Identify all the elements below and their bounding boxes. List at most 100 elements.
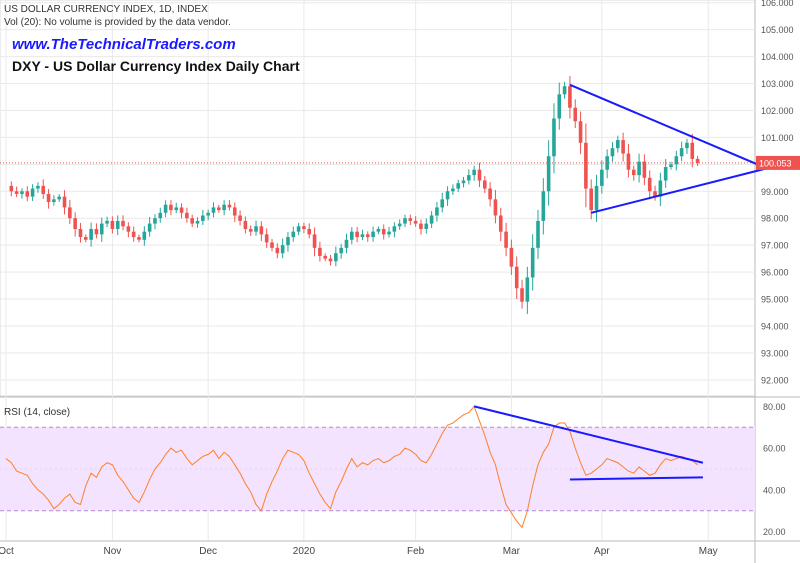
candle-body xyxy=(562,86,567,95)
candle-body xyxy=(435,207,439,216)
rsi-line-layer xyxy=(5,405,698,529)
candle-body xyxy=(217,207,221,211)
candle-body xyxy=(20,191,24,194)
candle-body xyxy=(238,215,242,221)
candle-body xyxy=(312,234,317,248)
price-tick-label: 93.000 xyxy=(761,348,789,358)
last-price-label: 100.053 xyxy=(759,158,792,168)
volume-note: Vol (20): No volume is provided by the d… xyxy=(4,17,231,28)
rsi-tick-label: 20.00 xyxy=(763,527,786,537)
candle-body xyxy=(525,277,530,302)
candle-body xyxy=(158,212,163,219)
candle-body xyxy=(642,161,647,178)
price-tick-label: 99.000 xyxy=(761,187,789,197)
candle-body xyxy=(647,177,652,192)
candle-body xyxy=(185,212,189,219)
candle-body xyxy=(323,255,327,259)
candle-body xyxy=(472,169,476,176)
candle-body xyxy=(387,231,391,235)
website-watermark: www.TheTechnicalTraders.com xyxy=(12,36,236,53)
candle-body xyxy=(541,191,546,221)
price-tick-label: 98.000 xyxy=(761,214,789,224)
candle-body xyxy=(334,253,338,262)
candle-body xyxy=(302,226,306,229)
candle-body xyxy=(658,180,663,197)
candle-body xyxy=(605,156,609,170)
candle-body xyxy=(206,212,210,216)
candle-body xyxy=(424,223,429,229)
candle-body xyxy=(163,204,168,213)
candle-body xyxy=(381,228,386,235)
candle-body xyxy=(419,223,423,229)
candle-body xyxy=(57,196,61,200)
price-tick-label: 104.000 xyxy=(761,52,794,62)
candle-body xyxy=(557,94,562,119)
candle-body xyxy=(264,234,269,243)
triangle-lower-trendline xyxy=(590,167,768,214)
candle-body xyxy=(280,245,285,254)
candle-body xyxy=(509,247,514,267)
candle-body xyxy=(73,218,77,229)
candle-body xyxy=(610,148,615,157)
candle-body xyxy=(222,204,226,211)
candle-body xyxy=(360,234,365,238)
candle-body xyxy=(36,185,40,189)
candle-body xyxy=(355,231,359,238)
candle-body xyxy=(115,220,120,229)
candle-body xyxy=(339,247,343,254)
candle-body xyxy=(179,207,184,213)
candle-body xyxy=(131,231,136,238)
candle-body xyxy=(174,207,179,211)
candle-body xyxy=(254,226,258,232)
candle-body xyxy=(169,204,173,211)
candle-body xyxy=(68,207,72,219)
candle-body xyxy=(520,288,524,302)
candle-body xyxy=(201,215,205,221)
price-tick-label: 97.000 xyxy=(761,241,789,251)
candle-body xyxy=(211,207,216,213)
candle-body xyxy=(626,153,631,170)
candle-body xyxy=(669,164,673,168)
candle-body xyxy=(110,220,115,229)
candle-body xyxy=(99,223,104,235)
last-price-badge xyxy=(756,155,800,170)
candle-body xyxy=(94,228,99,235)
time-tick-label: Oct xyxy=(0,546,14,557)
candle-body xyxy=(286,237,290,246)
chart-title: DXY - US Dollar Currency Index Daily Cha… xyxy=(12,58,300,74)
candle-body xyxy=(392,226,397,232)
candle-body xyxy=(488,188,492,200)
rsi-band-layer xyxy=(0,426,755,512)
candle-body xyxy=(62,196,67,208)
rsi-tick-label: 80.00 xyxy=(763,402,786,412)
candle-body xyxy=(663,167,668,181)
rsi-pane-label: RSI (14, close) xyxy=(4,407,71,418)
candle-body xyxy=(536,220,540,248)
candle-body xyxy=(30,188,35,197)
candle-body xyxy=(616,140,620,149)
rsi-line xyxy=(5,405,698,529)
candle-body xyxy=(456,183,460,189)
rsi-tick-label: 40.00 xyxy=(763,485,786,495)
candle-body xyxy=(679,148,684,157)
candle-body xyxy=(600,169,604,186)
price-tick-label: 95.000 xyxy=(761,295,789,305)
price-tick-label: 94.000 xyxy=(761,321,789,331)
candle-body xyxy=(695,158,700,163)
candle-body xyxy=(637,161,641,176)
candle-body xyxy=(318,247,322,256)
candle-body xyxy=(296,226,301,232)
candle-body xyxy=(344,239,349,248)
time-tick-label: Feb xyxy=(407,546,425,557)
triangle-upper-trendline xyxy=(569,83,768,170)
candle-body xyxy=(227,204,232,208)
candle-body xyxy=(690,142,695,159)
candle-body xyxy=(376,228,381,232)
candle-body xyxy=(89,228,93,240)
candle-body xyxy=(147,223,152,232)
price-tick-label: 96.000 xyxy=(761,268,789,278)
candle-body xyxy=(46,193,51,203)
candle-body xyxy=(270,242,274,248)
candle-body xyxy=(530,247,535,278)
